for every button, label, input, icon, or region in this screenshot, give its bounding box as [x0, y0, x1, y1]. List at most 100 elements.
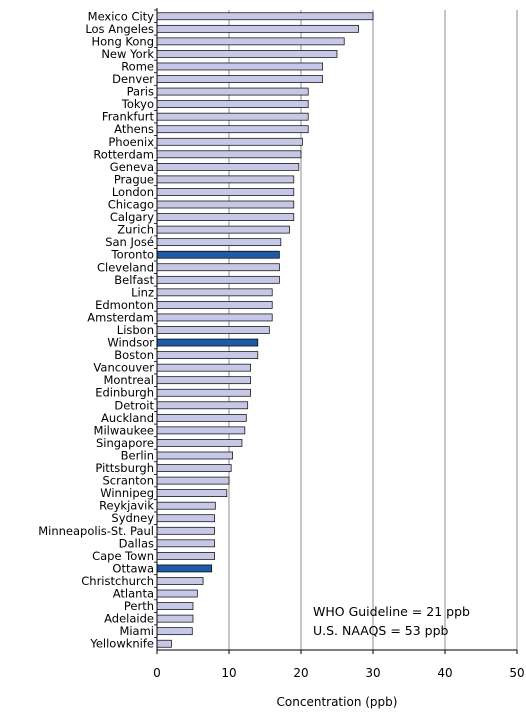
- bar-2: [156, 37, 345, 46]
- bar-50: [156, 639, 172, 648]
- category-label-46: Atlanta: [113, 587, 154, 601]
- naaqs-note: U.S. NAAQS = 53 ppb: [313, 623, 449, 638]
- bar-32: [156, 413, 247, 422]
- category-label-40: Sydney: [111, 511, 154, 525]
- bar-38: [156, 489, 228, 498]
- category-label-19: Toronto: [111, 248, 154, 262]
- bar-40: [156, 514, 215, 523]
- bar-42: [156, 539, 215, 548]
- bar-8: [156, 112, 309, 121]
- category-label-17: Zurich: [117, 223, 154, 237]
- bar-27: [156, 351, 259, 359]
- bar-47: [156, 602, 194, 610]
- category-label-18: San José: [105, 235, 154, 249]
- category-label-34: Singapore: [96, 436, 154, 450]
- bar-14: [156, 188, 295, 196]
- category-label-12: Geneva: [110, 160, 154, 174]
- bar-44: [156, 564, 213, 573]
- bar-29: [156, 376, 251, 385]
- bar-43: [156, 552, 215, 560]
- category-label-3: New York: [101, 47, 154, 61]
- category-label-16: Calgary: [110, 210, 154, 224]
- bar-48: [156, 614, 194, 623]
- category-label-6: Paris: [127, 85, 154, 99]
- category-label-25: Lisbon: [117, 323, 154, 337]
- category-label-13: Prague: [114, 172, 154, 186]
- bar-13: [156, 175, 295, 184]
- category-label-33: Milwaukee: [94, 423, 154, 437]
- category-label-26: Windsor: [107, 336, 154, 350]
- category-label-36: Pittsburgh: [95, 461, 154, 475]
- category-label-22: Linz: [131, 285, 154, 299]
- category-label-39: Reykjavik: [99, 499, 154, 513]
- x-tick-label-2: 20: [293, 666, 308, 680]
- bar-30: [156, 388, 251, 397]
- bar-46: [156, 589, 198, 598]
- bar-11: [156, 150, 302, 159]
- who-guideline-note: WHO Guideline = 21 ppb: [313, 604, 470, 619]
- category-label-49: Miami: [119, 624, 154, 638]
- bar-15: [156, 200, 295, 209]
- category-label-20: Cleveland: [97, 260, 154, 274]
- x-tick-labels: 0 10 20 30 40 50: [153, 666, 524, 680]
- category-label-43: Cape Town: [92, 549, 154, 563]
- bar-18: [156, 238, 282, 247]
- bar-49: [156, 627, 193, 636]
- category-label-31: Detroit: [114, 398, 154, 412]
- bar-1: [156, 24, 359, 33]
- bars: [156, 12, 374, 648]
- category-label-21: Belfast: [114, 273, 154, 287]
- category-label-7: Tokyo: [121, 97, 154, 111]
- bar-12: [156, 162, 300, 171]
- bar-37: [156, 476, 230, 485]
- category-label-37: Scranton: [102, 474, 154, 488]
- category-label-15: Chicago: [108, 198, 154, 212]
- category-label-50: Yellowknife: [89, 637, 154, 651]
- category-label-42: Dallas: [119, 536, 154, 550]
- x-tick-label-1: 10: [221, 666, 236, 680]
- bar-28: [156, 363, 251, 372]
- bar-4: [156, 62, 323, 71]
- category-label-14: London: [112, 185, 154, 199]
- bar-17: [156, 225, 290, 234]
- category-label-38: Winnipeg: [100, 486, 154, 500]
- category-label-4: Rome: [121, 59, 154, 73]
- bar-22: [156, 288, 273, 297]
- category-label-23: Edmonton: [95, 298, 154, 312]
- bar-0: [156, 12, 374, 21]
- bar-26: [156, 338, 259, 347]
- category-label-24: Amsterdam: [87, 310, 154, 324]
- bar-23: [156, 301, 273, 309]
- bar-7: [156, 100, 309, 108]
- bar-39: [156, 501, 216, 510]
- axes: [154, 8, 518, 654]
- bar-9: [156, 125, 309, 134]
- category-label-48: Adelaide: [104, 612, 154, 626]
- x-tick-label-4: 40: [437, 666, 452, 680]
- x-axis-title: Concentration (ppb): [277, 695, 398, 709]
- bar-31: [156, 401, 249, 410]
- category-label-27: Boston: [114, 348, 154, 362]
- category-label-30: Edinburgh: [95, 386, 154, 400]
- bar-21: [156, 275, 280, 284]
- category-label-9: Athens: [114, 122, 154, 136]
- category-label-44: Ottawa: [112, 561, 154, 575]
- category-label-47: Perth: [124, 599, 154, 613]
- bar-25: [156, 326, 270, 334]
- category-label-45: Christchurch: [81, 574, 154, 588]
- bar-36: [156, 464, 232, 472]
- bar-41: [156, 526, 215, 535]
- bar-19: [156, 250, 280, 259]
- category-label-2: Hong Kong: [91, 34, 154, 48]
- category-label-35: Berlin: [121, 448, 154, 462]
- category-label-32: Auckland: [101, 411, 154, 425]
- category-label-8: Frankfurt: [102, 110, 155, 124]
- bar-16: [156, 213, 295, 221]
- x-tick-label-5: 50: [509, 666, 524, 680]
- bar-5: [156, 75, 323, 83]
- bar-34: [156, 439, 243, 447]
- bar-33: [156, 426, 246, 435]
- category-label-28: Vancouver: [93, 361, 154, 375]
